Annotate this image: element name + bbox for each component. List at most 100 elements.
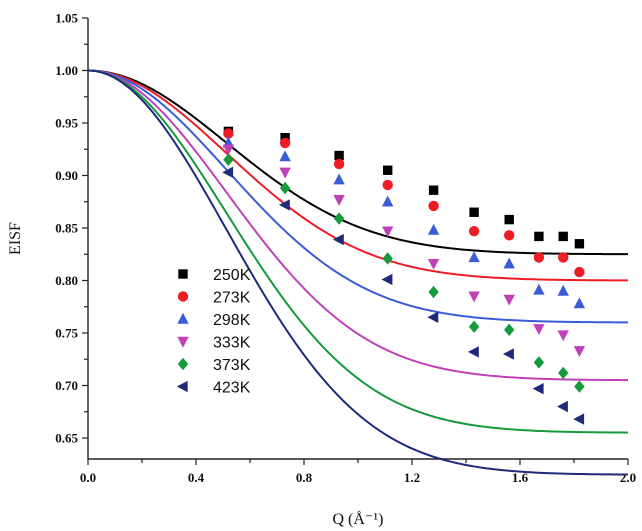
data-point-298k — [533, 283, 545, 295]
legend-label-423k: 423K — [213, 380, 251, 397]
legend-label-273k: 273K — [213, 290, 251, 307]
y-tick-label: 0.65 — [55, 431, 78, 446]
legend: 250K 273K 298K 333K 373K 423K — [176, 267, 251, 397]
data-point-273k — [333, 158, 345, 170]
series-373k — [87, 69, 629, 434]
data-point-423k — [222, 166, 234, 179]
data-point-250k — [280, 133, 290, 143]
x-tick-label: 1.6 — [512, 470, 529, 485]
data-point-250k — [383, 165, 393, 175]
data-point-373k — [468, 320, 480, 333]
data-point-298k — [503, 257, 515, 269]
data-point-373k — [533, 356, 545, 369]
data-point-423k — [503, 348, 514, 360]
data-point-423k — [557, 400, 568, 413]
data-point-298k — [333, 173, 345, 185]
data-point-250k — [534, 231, 544, 242]
data-point-273k — [382, 179, 393, 191]
data-point-333k — [427, 259, 440, 270]
legend-marker-273k — [177, 291, 189, 302]
x-tick-label: 0.4 — [188, 470, 205, 485]
data-point-423k — [278, 199, 290, 211]
data-point-423k — [573, 413, 585, 425]
data-point-250k — [334, 150, 344, 161]
x-tick-label: 1.2 — [404, 470, 420, 485]
data-point-333k — [503, 294, 515, 306]
y-tick-label: 0.85 — [55, 221, 78, 236]
data-point-273k — [223, 128, 234, 139]
data-point-423k — [427, 311, 439, 323]
data-point-373k — [574, 380, 585, 393]
data-point-373k — [223, 153, 234, 166]
x-axis-title: Q (Å⁻¹) — [332, 510, 383, 528]
data-point-373k — [382, 252, 393, 265]
data-point-298k — [573, 297, 586, 309]
y-tick-label: 0.75 — [55, 326, 78, 341]
data-point-373k — [279, 181, 291, 195]
y-tick-label: 0.95 — [55, 116, 78, 131]
data-point-273k — [558, 252, 569, 263]
y-tick-label: 0.80 — [55, 273, 78, 288]
data-point-298k — [468, 251, 480, 263]
data-point-298k — [557, 284, 569, 296]
series-423k — [87, 69, 629, 476]
data-point-423k — [532, 382, 544, 395]
x-tick-label: 0.0 — [80, 470, 96, 485]
y-tick-label: 0.70 — [55, 378, 78, 393]
data-point-250k — [428, 185, 439, 195]
data-point-273k — [428, 200, 439, 212]
data-point-333k — [533, 324, 545, 335]
data-point-373k — [558, 366, 569, 380]
series-298k — [87, 69, 629, 324]
data-point-298k — [427, 223, 440, 235]
fit-curve-333k — [87, 69, 629, 382]
data-point-250k — [558, 231, 568, 242]
fit-curve-423k — [87, 69, 629, 476]
x-tick-label: 0.8 — [296, 470, 313, 485]
data-point-333k — [382, 226, 394, 238]
data-point-273k — [468, 225, 480, 237]
data-point-423k — [332, 233, 344, 246]
data-point-373k — [428, 285, 439, 299]
legend-label-298k: 298K — [213, 312, 251, 329]
data-point-273k — [279, 137, 291, 149]
legend-marker-333k — [177, 336, 189, 348]
data-point-273k — [504, 230, 515, 241]
legend-marker-298k — [177, 312, 189, 324]
legend-label-333k: 333K — [213, 335, 251, 352]
data-point-373k — [504, 323, 515, 337]
data-point-333k — [279, 167, 291, 179]
y-tick-label: 1.05 — [55, 11, 78, 26]
data-point-423k — [467, 346, 479, 358]
data-point-373k — [333, 212, 345, 225]
data-point-298k — [279, 150, 291, 162]
data-point-298k — [382, 195, 394, 207]
data-point-333k — [333, 194, 345, 206]
legend-marker-250k — [178, 269, 188, 279]
legend-label-250k: 250K — [213, 267, 251, 284]
data-point-250k — [469, 207, 479, 217]
data-point-250k — [504, 214, 514, 225]
series-333k — [87, 69, 629, 382]
x-tick-label: 2.0 — [620, 470, 636, 485]
data-point-333k — [222, 144, 235, 156]
fit-curve-298k — [87, 69, 629, 324]
y-tick-label: 0.90 — [55, 168, 78, 183]
data-point-333k — [557, 330, 569, 342]
legend-marker-423k — [176, 380, 188, 393]
legend-marker-373k — [177, 357, 189, 371]
y-axis-title: EISF — [7, 222, 24, 255]
series-250k — [87, 69, 629, 256]
data-point-273k — [533, 252, 545, 263]
data-point-250k — [574, 239, 585, 249]
data-point-423k — [381, 273, 393, 286]
y-tick-label: 1.00 — [55, 63, 78, 78]
data-point-273k — [574, 266, 585, 278]
series-273k — [87, 69, 628, 282]
legend-label-373k: 373K — [213, 357, 251, 374]
fit-curve-273k — [87, 69, 628, 282]
data-point-333k — [573, 346, 586, 358]
fit-curve-373k — [87, 69, 629, 434]
data-point-333k — [468, 291, 480, 303]
